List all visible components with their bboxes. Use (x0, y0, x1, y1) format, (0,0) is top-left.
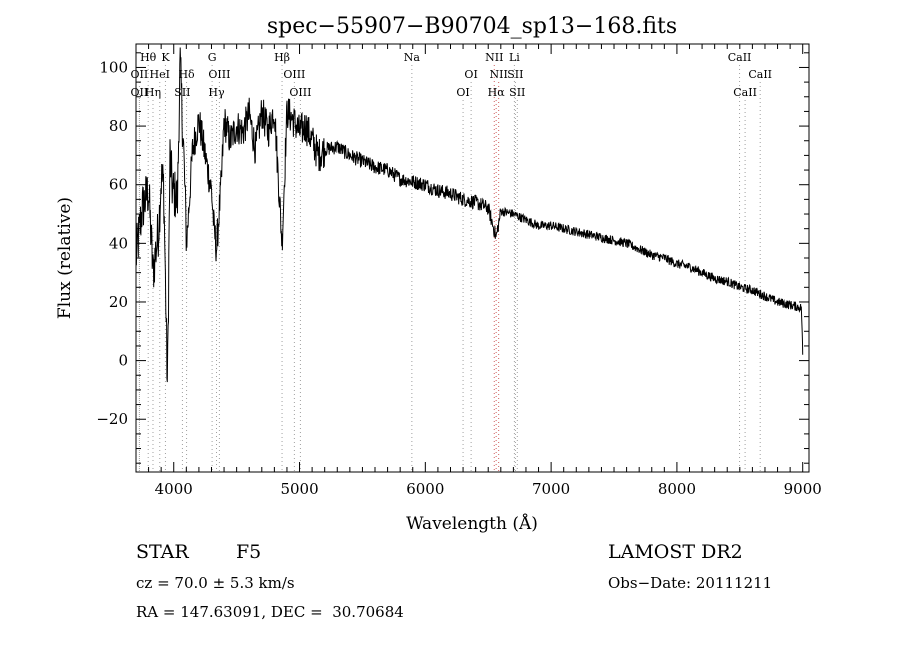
y-tick-label: 100 (99, 58, 128, 76)
line-label-3: Hβ (274, 51, 290, 64)
x-axis: 4000 5000 6000 7000 8000 9000 (135, 44, 822, 498)
line-label-5: NII (485, 51, 503, 64)
object-class: STAR (136, 541, 189, 563)
y-tick-label: −20 (96, 410, 128, 428)
y-tick-label: 0 (118, 352, 128, 370)
line-label-4: Na (404, 51, 421, 64)
line-label-8: OII (131, 68, 149, 81)
spectrum-series-line (135, 47, 804, 383)
line-label-10: Hδ (178, 68, 195, 81)
y-axis: −20 0 20 40 60 80 100 (96, 52, 809, 464)
redshift-cz: cz = 70.0 ± 5.3 km/s (136, 574, 295, 592)
x-tick-label: 4000 (155, 480, 193, 498)
plot-frame (135, 43, 810, 473)
y-tick-label: 60 (109, 176, 128, 194)
coordinates: RA = 147.63091, DEC = 30.70684 (136, 603, 404, 621)
x-tick-label: 8000 (658, 480, 696, 498)
line-label-25: CaII (733, 86, 757, 99)
y-axis-label: Flux (relative) (55, 197, 75, 319)
line-label-17: OII (131, 86, 149, 99)
line-label-6: Li (509, 51, 520, 64)
line-label-7: CaII (728, 51, 752, 64)
line-label-19: SII (174, 86, 190, 99)
x-tick-label: 5000 (280, 480, 318, 498)
x-tick-label: 6000 (406, 480, 444, 498)
line-label-13: OI (464, 68, 477, 81)
x-tick-label: 9000 (784, 480, 822, 498)
line-label-2: G (208, 51, 217, 64)
line-label-1: K (161, 51, 170, 64)
line-label-22: OI (456, 86, 469, 99)
line-label-11: OIII (208, 68, 230, 81)
line-label-12: OIII (283, 68, 305, 81)
line-label-23: Hα (488, 86, 506, 99)
line-label-15: SII (507, 68, 523, 81)
obs-date: Obs−Date: 20111211 (608, 574, 773, 592)
line-label-20: Hγ (208, 86, 225, 99)
line-label-14: NII (490, 68, 508, 81)
x-tick-label: 7000 (532, 480, 570, 498)
y-tick-label: 20 (109, 293, 128, 311)
survey-name: LAMOST DR2 (608, 541, 743, 563)
line-label-21: OIII (289, 86, 311, 99)
y-tick-label: 40 (109, 234, 128, 252)
line-label-0: Hθ (140, 51, 157, 64)
x-axis-label: Wavelength (Å) (406, 513, 538, 534)
chart-title: spec−55907−B90704_sp13−168.fits (267, 14, 677, 39)
line-label-16: CaII (748, 68, 772, 81)
y-tick-label: 80 (109, 117, 128, 135)
line-label-9: HeI (150, 68, 170, 81)
line-markers (138, 65, 761, 472)
subclass: F5 (236, 541, 262, 563)
line-label-24: SII (509, 86, 525, 99)
line-label-18: Hη (145, 86, 161, 99)
